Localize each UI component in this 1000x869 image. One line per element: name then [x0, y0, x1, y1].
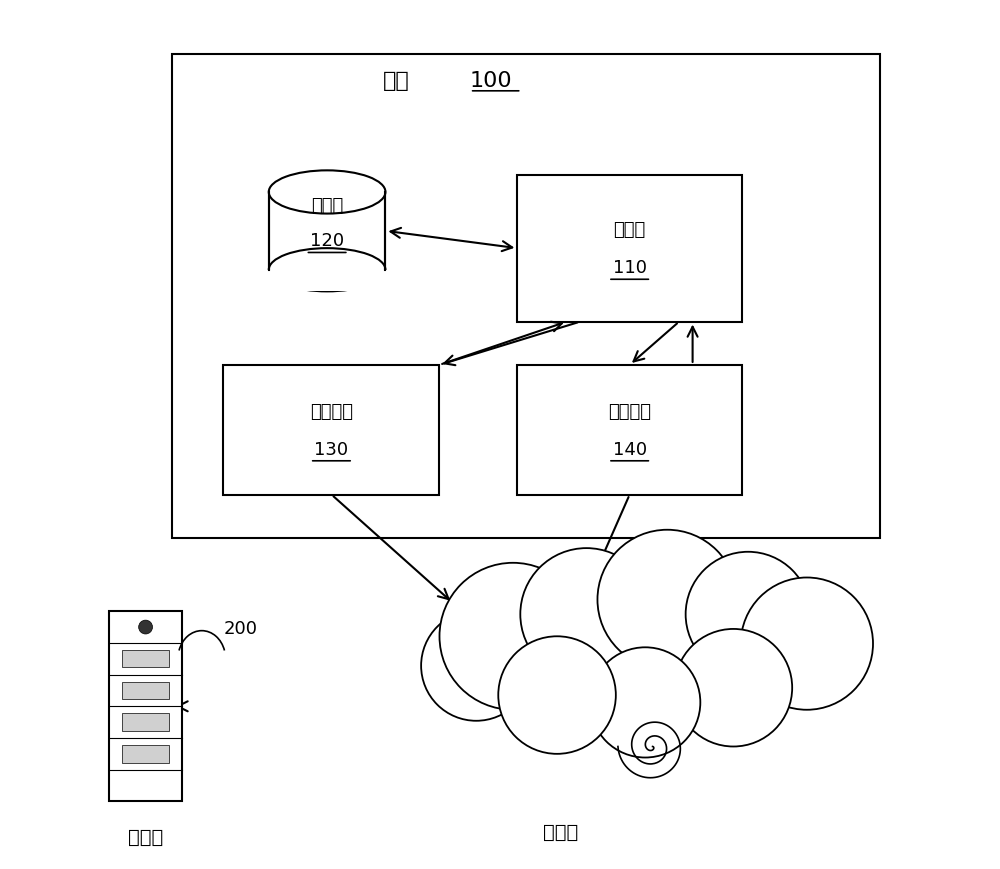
- Text: 互联网: 互联网: [543, 822, 578, 841]
- FancyBboxPatch shape: [109, 612, 182, 801]
- Text: 120: 120: [310, 231, 344, 249]
- Text: 服务器: 服务器: [128, 826, 163, 846]
- Text: 输出设备: 输出设备: [608, 402, 651, 421]
- Text: 110: 110: [613, 259, 647, 277]
- Circle shape: [675, 629, 792, 746]
- Ellipse shape: [269, 249, 385, 292]
- FancyBboxPatch shape: [517, 366, 742, 495]
- Ellipse shape: [269, 171, 385, 215]
- Text: 200: 200: [223, 620, 257, 638]
- FancyBboxPatch shape: [517, 176, 742, 322]
- FancyBboxPatch shape: [122, 713, 169, 731]
- Bar: [269, 193, 385, 270]
- FancyBboxPatch shape: [122, 682, 169, 700]
- Circle shape: [597, 530, 737, 670]
- Text: 终端: 终端: [383, 70, 410, 90]
- Text: 输入设备: 输入设备: [310, 402, 353, 421]
- Circle shape: [139, 620, 152, 634]
- Text: 处理器: 处理器: [614, 221, 646, 239]
- Circle shape: [439, 563, 586, 710]
- Circle shape: [498, 637, 616, 754]
- Circle shape: [421, 611, 531, 721]
- Text: 130: 130: [314, 441, 348, 458]
- FancyBboxPatch shape: [122, 650, 169, 667]
- Circle shape: [520, 548, 653, 680]
- Text: 140: 140: [613, 441, 647, 458]
- Bar: [264, 270, 390, 292]
- Text: 100: 100: [470, 70, 513, 90]
- Circle shape: [686, 552, 811, 677]
- FancyBboxPatch shape: [172, 55, 880, 538]
- Text: 存储器: 存储器: [311, 196, 343, 215]
- FancyBboxPatch shape: [223, 366, 439, 495]
- FancyBboxPatch shape: [122, 746, 169, 763]
- Circle shape: [590, 647, 700, 758]
- Circle shape: [741, 578, 873, 710]
